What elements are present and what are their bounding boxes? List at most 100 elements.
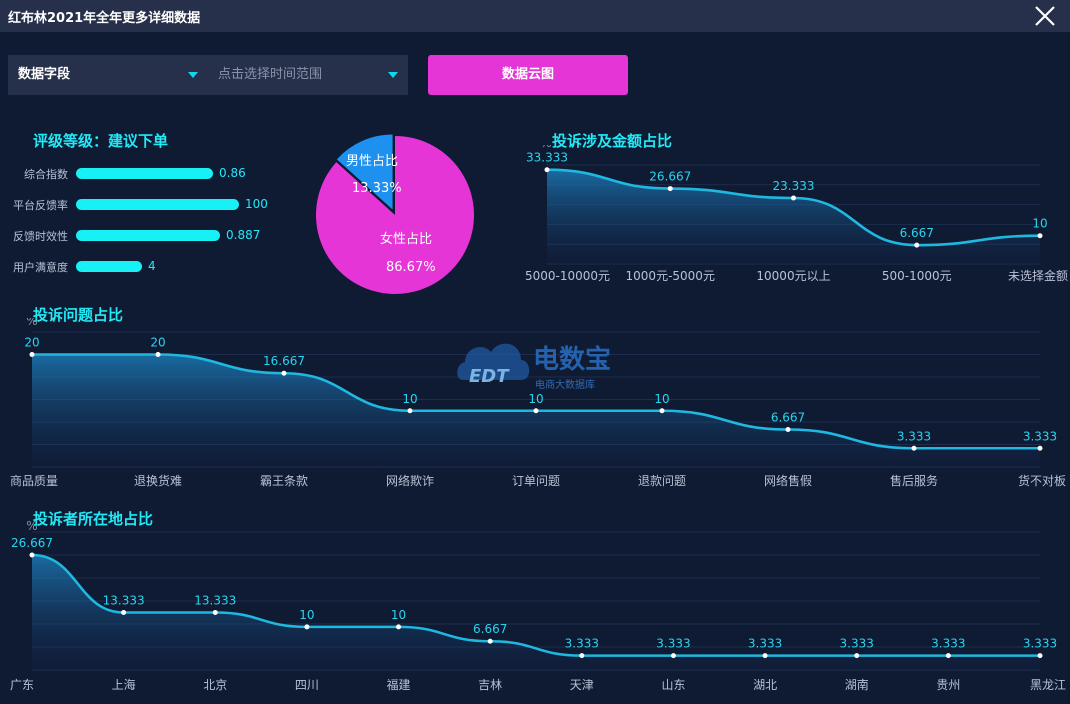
- window-title: 红布林2021年全年更多详细数据: [8, 11, 201, 26]
- rating-bar: [76, 199, 239, 210]
- x-tick-label: 网络售假: [764, 473, 812, 488]
- rating-bar: [76, 261, 142, 272]
- x-tick-label: 货不对板: [1018, 473, 1066, 488]
- data-label: 26.667: [11, 536, 53, 550]
- x-tick-label: 广东: [10, 678, 34, 692]
- data-label: 26.667: [649, 170, 691, 184]
- x-tick-label: 5000-10000元: [525, 269, 610, 283]
- data-label: 23.333: [773, 179, 815, 193]
- pie-slice-female: [316, 136, 474, 294]
- data-label: 33.333: [526, 151, 568, 165]
- issue-chart-title: 投诉问题占比: [33, 306, 124, 324]
- x-tick-label: 霸王条款: [260, 474, 308, 488]
- x-tick-label: 未选择金额: [1008, 268, 1068, 283]
- data-point: [854, 653, 860, 659]
- x-tick-label: 退换货难: [134, 473, 182, 488]
- chevron-down-icon[interactable]: [188, 72, 198, 78]
- x-tick-label: 吉林: [478, 678, 502, 692]
- data-label: 10: [391, 608, 406, 622]
- data-label: 3.333: [748, 637, 782, 651]
- data-label: 13.333: [103, 594, 145, 608]
- rating-row: 反馈时效性 0.887: [0, 228, 1070, 244]
- amount-chart-title: 投诉涉及金额占比: [552, 132, 673, 150]
- x-tick-label: 山东: [661, 678, 685, 692]
- data-label: 6.667: [473, 622, 507, 636]
- brand-text: 电数宝: [533, 344, 611, 375]
- data-point: [1037, 445, 1043, 451]
- data-field-select[interactable]: 数据字段: [18, 55, 208, 95]
- data-label: 10: [654, 392, 669, 406]
- x-tick-label: 500-1000元: [882, 269, 952, 283]
- x-tick-label: 湖南: [845, 677, 869, 692]
- rating-value: 100: [245, 197, 268, 211]
- rating-value: 0.86: [219, 166, 246, 180]
- data-point: [670, 653, 676, 659]
- x-tick-label: 上海: [112, 677, 136, 692]
- pie-label-female: 女性占比: [380, 231, 432, 247]
- data-label: 10: [528, 392, 543, 406]
- data-point: [121, 610, 127, 616]
- close-icon[interactable]: [1032, 3, 1058, 29]
- x-tick-label: 1000元-5000元: [626, 269, 715, 283]
- x-tick-label: 四川: [295, 678, 319, 692]
- data-label: 6.667: [900, 226, 934, 240]
- rating-value: 0.887: [226, 228, 261, 242]
- data-point: [791, 195, 796, 201]
- data-label: 10: [299, 608, 314, 622]
- data-point: [281, 370, 287, 376]
- amount-area-chart: 33.333 5000-10000元 26.667 1000元-5000元 23.333…: [525, 145, 1068, 283]
- x-tick-label: 商品质量: [10, 473, 58, 488]
- x-tick-label: 售后服务: [890, 473, 938, 488]
- rating-label: 用户满意度: [13, 261, 68, 274]
- data-point: [29, 552, 35, 558]
- data-point: [667, 186, 673, 192]
- rating-label: 反馈时效性: [13, 230, 68, 243]
- area-fill: [547, 169, 1040, 264]
- x-tick-label: 10000元以上: [756, 269, 830, 283]
- pie-value-female: 86.67%: [386, 260, 436, 275]
- time-range-select[interactable]: 点击选择时间范围: [218, 55, 408, 95]
- logo-text: EDT: [469, 366, 510, 387]
- data-label: 3.333: [931, 637, 965, 651]
- x-tick-label: 订单问题: [512, 474, 560, 488]
- x-tick-label: 退款问题: [638, 474, 686, 488]
- data-point: [304, 624, 310, 630]
- data-label: 3.333: [897, 429, 931, 443]
- rating-value: 4: [148, 259, 156, 273]
- chevron-down-icon[interactable]: [388, 72, 398, 78]
- data-label: 10: [1032, 217, 1047, 231]
- data-point: [945, 653, 951, 659]
- location-area-chart: 26.667 广东 13.333 上海 13.333 北京 10 四川 10 福建 6.667 吉林 3…: [10, 520, 1066, 692]
- data-point: [1037, 653, 1043, 659]
- data-point: [914, 242, 920, 248]
- data-label: 16.667: [263, 354, 305, 368]
- area-fill: [32, 554, 1040, 670]
- title-bar: 红布林2021年全年更多详细数据: [0, 0, 1070, 32]
- rating-row: 综合指数 0.86: [0, 166, 1070, 182]
- pie-label-male: 男性占比: [346, 154, 398, 169]
- data-label: 20: [150, 336, 165, 350]
- data-point: [407, 408, 413, 414]
- x-tick-label: 湖北: [753, 677, 777, 692]
- data-point: [659, 408, 665, 414]
- rating-bar: [76, 230, 220, 241]
- rating-bar: [76, 168, 213, 179]
- data-cloud-button[interactable]: 数据云图: [428, 55, 628, 95]
- data-point: [762, 653, 768, 659]
- data-label: 10: [402, 392, 417, 406]
- rating-label: 综合指数: [24, 168, 68, 181]
- data-point: [579, 653, 585, 659]
- x-tick-label: 网络欺诈: [386, 473, 434, 488]
- filter-bar: 数据字段 点击选择时间范围: [8, 55, 408, 95]
- data-label: 13.333: [194, 594, 236, 608]
- data-field-label: 数据字段: [18, 67, 71, 82]
- data-label: 3.333: [1023, 429, 1057, 443]
- location-chart-title: 投诉者所在地占比: [33, 510, 154, 528]
- data-point: [1037, 233, 1043, 239]
- data-point: [785, 426, 791, 432]
- data-label: 3.333: [565, 637, 599, 651]
- data-point: [155, 352, 161, 357]
- x-tick-label: 贵州: [936, 678, 960, 692]
- x-tick-label: 北京: [203, 678, 227, 692]
- rating-row: 用户满意度 4: [0, 259, 1070, 275]
